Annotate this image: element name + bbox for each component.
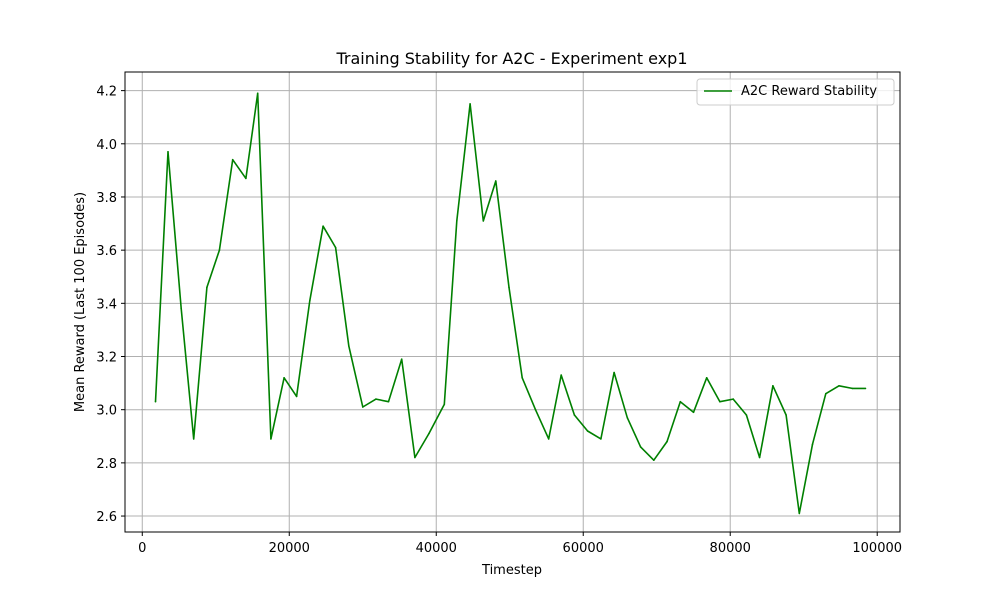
data-point [785,414,787,416]
y-tick-label: 4.2 [96,85,117,100]
data-point [322,225,324,227]
data-point [508,286,510,289]
legend-box [696,78,895,106]
data-point [218,249,221,251]
x-axis-ticks: 0 20000 40000 60000 80000 100000 [138,532,902,556]
data-point [560,374,562,376]
y-tick-label: 3.2 [96,351,117,366]
data-point [653,459,655,462]
data-point [206,286,208,289]
data-point [613,371,615,374]
data-point [192,438,195,440]
data-point [456,220,458,222]
data-point [245,177,247,180]
data-point [600,438,602,440]
y-tick-label: 2.8 [96,457,117,472]
legend: A2C Reward Stability [696,78,895,106]
data-point [231,158,234,161]
data-point [838,385,840,387]
y-tick-label: 3.8 [96,191,117,206]
data-point [758,456,761,459]
data-point [180,307,182,310]
chart-title: Training Stability for A2C - Experiment … [336,49,688,68]
data-point [309,299,311,302]
data-point [283,377,285,379]
y-tick-label: 3.0 [96,404,117,419]
y-axis-label: Mean Reward (Last 100 Episodes) [73,192,88,412]
x-tick-label: 20000 [269,541,310,556]
data-point [772,385,774,387]
data-point [521,377,523,379]
data-point [573,414,576,416]
data-point [400,358,403,361]
data-point [692,411,695,414]
x-tick-label: 40000 [416,541,457,556]
data-point [547,438,550,440]
y-tick-label: 3.4 [96,297,117,312]
data-point [167,151,169,153]
plot-frame [124,71,901,533]
y-tick-label: 2.6 [96,510,117,525]
data-point [348,345,350,347]
data-point [387,400,390,403]
data-point [469,103,471,105]
data-point [798,512,801,515]
x-axis-label: Timestep [481,563,542,578]
y-tick-label: 3.6 [96,244,117,259]
data-point [851,387,853,390]
data-point [428,432,430,435]
data-point [154,400,157,403]
data-point [679,400,682,403]
x-tick-label: 0 [138,541,146,556]
data-point [586,430,589,432]
series-layer [154,92,867,515]
data-point [811,443,814,446]
data-point [295,395,298,398]
data-point [719,400,721,403]
x-tick-label: 100000 [852,541,902,556]
data-point [534,408,537,411]
data-point [482,220,485,222]
data-point [626,416,629,419]
y-axis-ticks: 2.6 2.8 3.0 3.2 3.4 3.6 3.8 4.0 4.2 [96,85,125,525]
y-tick-label: 4.0 [96,138,117,153]
data-point [825,392,827,395]
data-point [256,92,259,95]
data-point [334,246,337,249]
data-point [732,398,734,400]
data-point [443,403,446,406]
data-point [414,456,416,459]
data-point [375,398,377,400]
grid [125,72,900,532]
x-tick-label: 60000 [563,541,604,556]
data-point [270,438,272,440]
data-point [495,180,497,182]
legend-label: A2C Reward Stability [741,84,877,99]
data-point [705,377,708,379]
data-point [745,414,748,416]
data-point [639,446,642,448]
x-tick-label: 80000 [710,541,751,556]
data-point [362,406,364,408]
data-point [864,387,867,390]
data-point [666,440,668,443]
